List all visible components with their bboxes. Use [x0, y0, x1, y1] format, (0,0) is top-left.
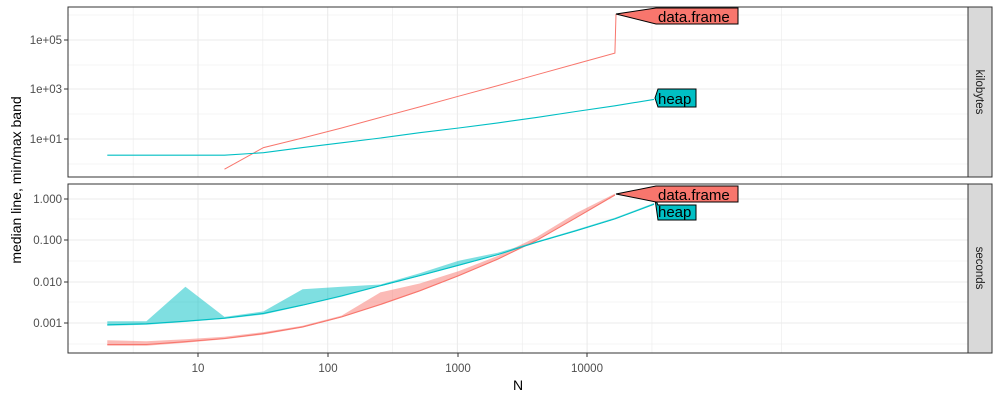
strip-seconds-label: seconds: [973, 247, 985, 290]
y-tick-0.001: 0.001: [33, 318, 62, 330]
x-tick-10: 10: [192, 363, 205, 375]
bottom-dataframe-label-text: data.frame: [658, 187, 730, 204]
bottom-dataframe-label: data.frame: [615, 185, 739, 204]
y-tick-1: 1.000: [33, 194, 62, 206]
top-heap-label-text: heap: [658, 91, 691, 108]
strip-kilobytes-label: kilobytes: [973, 70, 985, 115]
x-axis: 10 100 1000 10000: [192, 353, 603, 375]
y-axis-title: median line, min/max band: [8, 96, 24, 263]
top-dataframe-line: [224, 13, 617, 170]
y-tick-0.1: 0.100: [33, 235, 62, 247]
top-y-axis: 1e+05 1e+03 1e+01: [30, 35, 68, 146]
top-heap-line: [107, 98, 655, 156]
x-tick-100: 100: [318, 363, 337, 375]
top-dataframe-label: data.frame: [615, 7, 739, 26]
x-tick-10000: 10000: [571, 363, 603, 375]
bottom-heap-label: heap: [654, 198, 697, 221]
bottom-panel-grid: [68, 184, 968, 353]
strip-seconds: [967, 183, 993, 354]
bottom-dataframe-line: [107, 194, 616, 346]
y-tick-1e05: 1e+05: [30, 35, 62, 47]
y-tick-0.01: 0.010: [33, 277, 62, 289]
bottom-y-axis: 1.000 0.100 0.010 0.001: [33, 194, 68, 330]
top-dataframe-label-text: data.frame: [658, 9, 730, 26]
top-panel-grid: [68, 7, 968, 177]
x-axis-title: N: [513, 377, 523, 393]
y-tick-1e01: 1e+01: [30, 134, 62, 146]
top-heap-label: heap: [654, 88, 697, 108]
bottom-heap-label-text: heap: [658, 204, 691, 221]
bottom-heap-band: [107, 203, 655, 326]
bottom-heap-line: [107, 203, 655, 326]
y-tick-1e03: 1e+03: [30, 84, 62, 96]
panel-seconds: heap data.frame seconds: [67, 183, 993, 354]
x-tick-1000: 1000: [445, 363, 471, 375]
panel-kilobytes: data.frame heap kilobytes: [67, 6, 993, 178]
strip-kilobytes: [967, 6, 993, 178]
